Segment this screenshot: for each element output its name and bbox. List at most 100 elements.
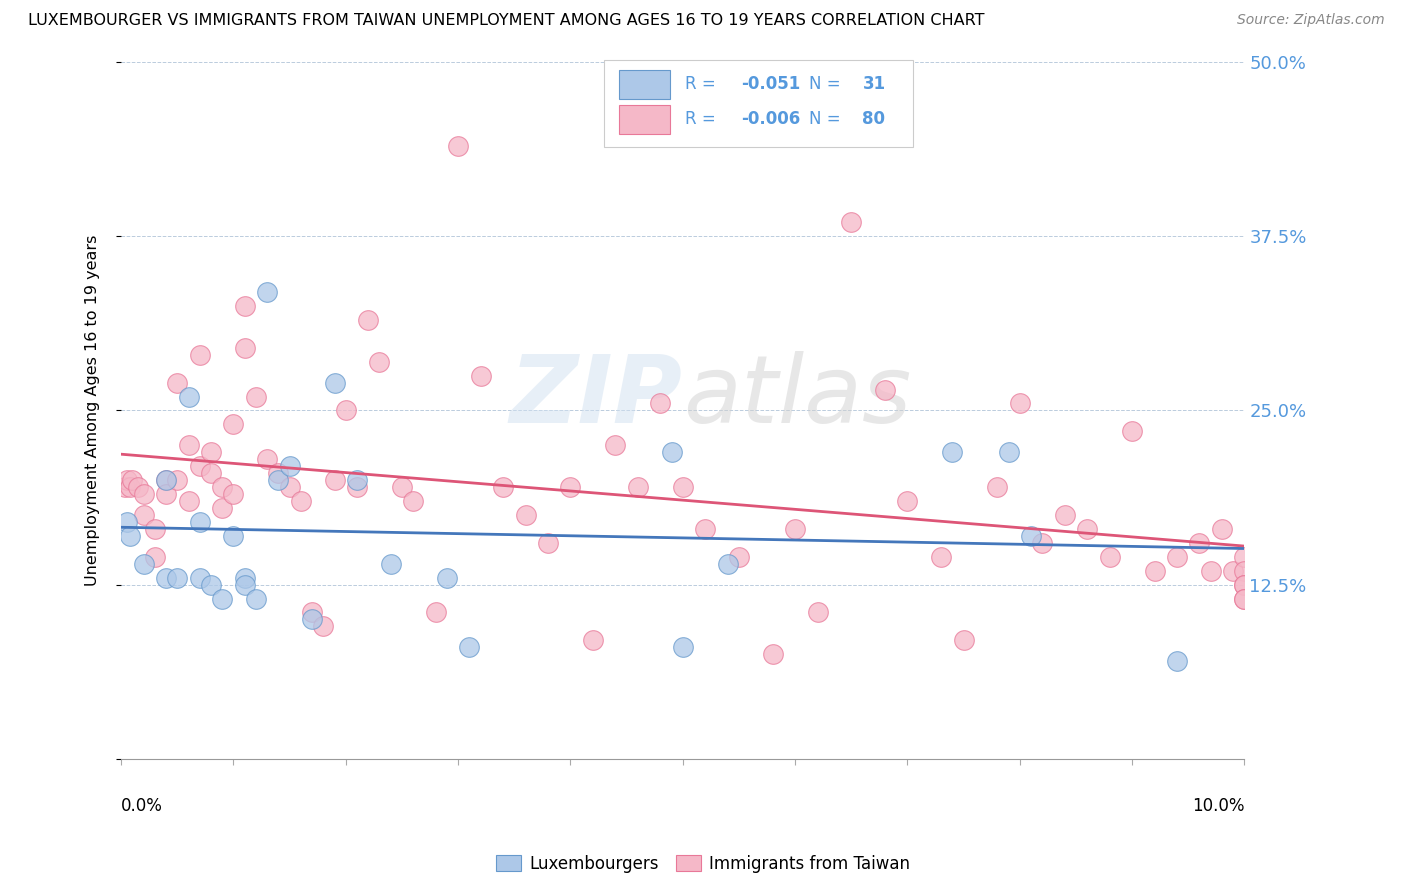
Text: 31: 31: [862, 76, 886, 94]
Point: [695, 522, 717, 536]
Point: [1053, 508, 1076, 522]
Point: [200, 445, 222, 459]
Point: [380, 557, 402, 571]
Point: [896, 494, 918, 508]
Text: 10.0%: 10.0%: [1192, 797, 1244, 815]
Point: [346, 473, 368, 487]
Point: [301, 612, 323, 626]
Point: [256, 452, 278, 467]
Point: [1076, 522, 1098, 536]
Point: [1211, 522, 1233, 536]
Point: [188, 459, 211, 474]
Point: [177, 390, 200, 404]
Point: [335, 403, 357, 417]
Point: [233, 341, 256, 355]
Point: [1233, 549, 1256, 564]
Point: [941, 445, 963, 459]
Point: [127, 480, 149, 494]
Point: [1098, 549, 1121, 564]
Point: [1166, 654, 1188, 668]
Point: [1233, 591, 1256, 606]
FancyBboxPatch shape: [605, 60, 912, 147]
Text: -0.051: -0.051: [741, 76, 800, 94]
Point: [177, 494, 200, 508]
Point: [132, 508, 155, 522]
Point: [166, 376, 188, 390]
Point: [245, 591, 267, 606]
Point: [560, 480, 582, 494]
Point: [785, 522, 807, 536]
Point: [1233, 577, 1256, 591]
Point: [1233, 564, 1256, 578]
Point: [233, 577, 256, 591]
Point: [267, 473, 290, 487]
Point: [233, 299, 256, 313]
Text: ZIP: ZIP: [510, 351, 683, 442]
Point: [806, 606, 828, 620]
Point: [537, 536, 560, 550]
Point: [222, 487, 245, 501]
Point: [650, 396, 672, 410]
Point: [256, 285, 278, 299]
Point: [1199, 564, 1222, 578]
Point: [515, 508, 537, 522]
Point: [1143, 564, 1166, 578]
FancyBboxPatch shape: [619, 104, 671, 134]
Point: [346, 480, 368, 494]
Point: [115, 473, 138, 487]
Legend: Luxembourgers, Immigrants from Taiwan: Luxembourgers, Immigrants from Taiwan: [489, 848, 917, 880]
Point: [115, 515, 138, 529]
Point: [120, 529, 142, 543]
Point: [436, 571, 458, 585]
Text: N =: N =: [808, 76, 845, 94]
Point: [222, 417, 245, 432]
Point: [762, 648, 785, 662]
Point: [143, 522, 166, 536]
Point: [672, 480, 695, 494]
Point: [323, 473, 346, 487]
Point: [458, 640, 481, 655]
Point: [1019, 529, 1042, 543]
Point: [155, 473, 177, 487]
Point: [211, 591, 233, 606]
Point: [952, 633, 974, 648]
Point: [155, 487, 177, 501]
Text: R =: R =: [685, 111, 721, 128]
Point: [177, 438, 200, 452]
FancyBboxPatch shape: [619, 70, 671, 99]
Point: [301, 606, 323, 620]
Point: [661, 445, 683, 459]
Text: 0.0%: 0.0%: [121, 797, 163, 815]
Point: [166, 571, 188, 585]
Point: [605, 438, 627, 452]
Point: [121, 473, 143, 487]
Point: [1233, 577, 1256, 591]
Point: [155, 473, 177, 487]
Text: Source: ZipAtlas.com: Source: ZipAtlas.com: [1237, 13, 1385, 28]
Text: -0.006: -0.006: [741, 111, 800, 128]
Point: [200, 577, 222, 591]
Point: [986, 480, 1008, 494]
Point: [1031, 536, 1053, 550]
Point: [402, 494, 425, 508]
Point: [155, 571, 177, 585]
Point: [873, 383, 896, 397]
Point: [492, 480, 515, 494]
Point: [211, 480, 233, 494]
Point: [368, 354, 391, 368]
Point: [132, 487, 155, 501]
Point: [1188, 536, 1211, 550]
Point: [1166, 549, 1188, 564]
Point: [132, 557, 155, 571]
Point: [188, 571, 211, 585]
Point: [1121, 425, 1143, 439]
Point: [470, 368, 492, 383]
Point: [120, 480, 142, 494]
Point: [312, 619, 335, 633]
Point: [1222, 564, 1244, 578]
Point: [627, 480, 650, 494]
Point: [672, 640, 695, 655]
Text: R =: R =: [685, 76, 721, 94]
Point: [200, 466, 222, 480]
Point: [839, 215, 862, 229]
